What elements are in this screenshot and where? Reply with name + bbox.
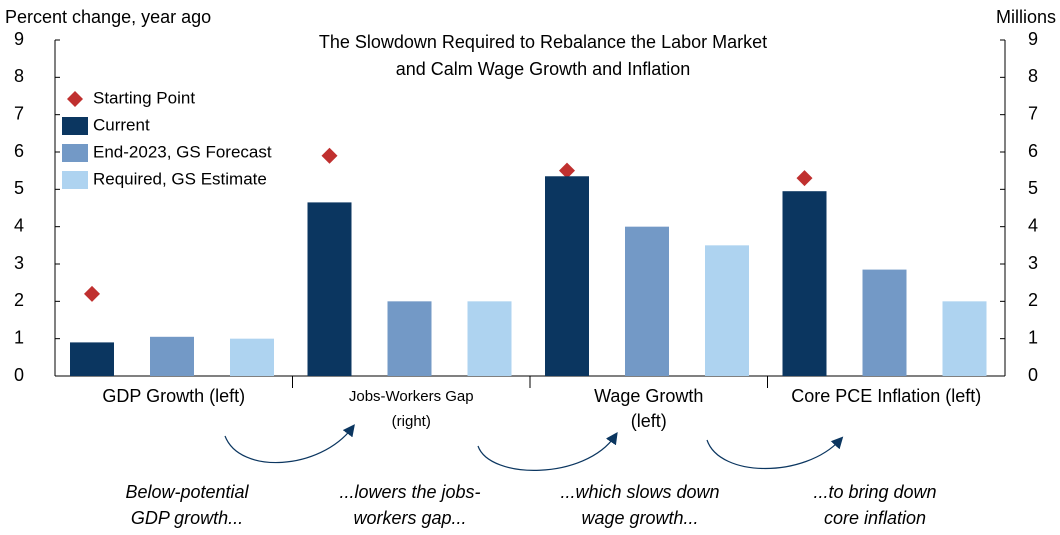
annotation: ...lowers the jobs- — [339, 482, 480, 502]
annotation: ...to bring down — [813, 482, 936, 502]
y-tick-label: 9 — [14, 29, 24, 49]
y2-tick-label: 7 — [1028, 103, 1038, 123]
annotation: workers gap... — [353, 508, 466, 528]
y-tick-label: 7 — [14, 103, 24, 123]
annotation: wage growth... — [581, 508, 698, 528]
marker — [321, 147, 338, 164]
legend-label: Current — [93, 115, 150, 134]
x-tick-label: (right) — [392, 413, 431, 430]
legend-swatch — [62, 117, 88, 135]
legend-swatch — [62, 144, 88, 162]
y2-tick-label: 3 — [1028, 253, 1038, 273]
x-tick-label: Jobs-Workers Gap — [349, 388, 474, 405]
legend-label: Required, GS Estimate — [93, 169, 267, 188]
bar — [387, 301, 432, 376]
y2-tick-label: 2 — [1028, 290, 1038, 310]
bar — [467, 301, 512, 376]
y-tick-label: 5 — [14, 178, 24, 198]
y-tick-label: 4 — [14, 215, 24, 235]
y-axis-title: Percent change, year ago — [5, 7, 211, 27]
y-tick-label: 1 — [14, 327, 24, 347]
annotation: Below-potential — [125, 482, 249, 502]
bar — [862, 269, 907, 376]
bar — [705, 245, 749, 376]
legend-swatch — [62, 171, 88, 189]
annotation: ...which slows down — [560, 482, 719, 502]
y2-tick-label: 8 — [1028, 66, 1038, 86]
chart-title: and Calm Wage Growth and Inflation — [396, 59, 691, 79]
bar — [782, 191, 827, 376]
x-tick-label: Core PCE Inflation (left) — [791, 386, 981, 406]
legend-marker — [67, 91, 83, 107]
bar — [545, 176, 589, 376]
bar — [625, 226, 669, 376]
arrows — [224, 424, 844, 471]
legend-label: Starting Point — [93, 88, 195, 107]
y2-tick-label: 4 — [1028, 215, 1038, 235]
y-tick-label: 0 — [14, 365, 24, 385]
y2-tick-label: 5 — [1028, 178, 1038, 198]
y2-tick-label: 6 — [1028, 141, 1038, 161]
legend-label: End-2023, GS Forecast — [93, 142, 272, 161]
bar — [70, 342, 114, 376]
chart-title: The Slowdown Required to Rebalance the L… — [319, 32, 767, 52]
y2-tick-label: 0 — [1028, 365, 1038, 385]
y-tick-label: 3 — [14, 253, 24, 273]
bar — [942, 301, 987, 376]
y-tick-label: 2 — [14, 290, 24, 310]
y2-axis-title: Millions — [996, 7, 1056, 27]
annotation: core inflation — [824, 508, 926, 528]
marker — [84, 285, 100, 302]
annotation: GDP growth... — [131, 508, 243, 528]
y-tick-label: 6 — [14, 141, 24, 161]
bar — [150, 336, 194, 376]
bar — [230, 338, 274, 376]
x-tick-label: GDP Growth (left) — [102, 386, 245, 406]
y-tick-label: 8 — [14, 66, 24, 86]
marker — [796, 170, 813, 187]
marker — [559, 162, 575, 179]
y2-tick-label: 1 — [1028, 327, 1038, 347]
bar — [307, 202, 352, 376]
y2-tick-label: 9 — [1028, 29, 1038, 49]
x-tick-label: (left) — [631, 411, 667, 431]
x-tick-label: Wage Growth — [594, 386, 703, 406]
